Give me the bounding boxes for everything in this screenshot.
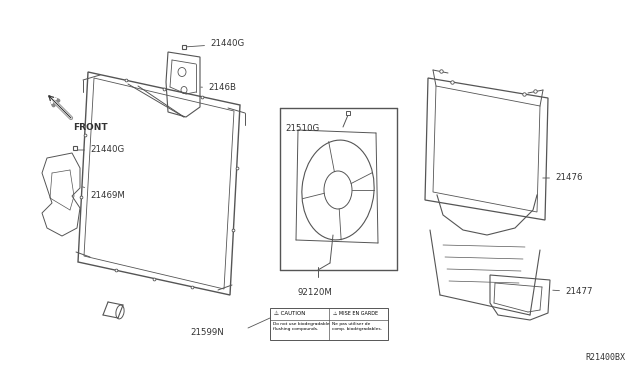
Text: Do not use biodegradable
flushing compounds.: Do not use biodegradable flushing compou… [273,322,330,331]
Text: ⚠ MISE EN GARDE: ⚠ MISE EN GARDE [333,311,378,316]
Text: 21440G: 21440G [187,39,244,48]
Text: 2146B: 2146B [201,83,236,93]
Text: 21477: 21477 [553,288,593,296]
Text: 21476: 21476 [543,173,582,183]
Text: 21469M: 21469M [83,187,125,199]
Text: Ne pas utiliser de
comp. biodégradables.: Ne pas utiliser de comp. biodégradables. [332,322,382,331]
Text: 21440G: 21440G [78,145,124,154]
Text: 21599N: 21599N [190,328,224,337]
Text: ⚠ CAUTION: ⚠ CAUTION [274,311,305,316]
Text: R21400BX: R21400BX [585,353,625,362]
Text: 21510G: 21510G [285,124,319,133]
Text: 92120M: 92120M [298,288,333,297]
Text: FRONT: FRONT [73,123,108,132]
Bar [270,308,388,340]
